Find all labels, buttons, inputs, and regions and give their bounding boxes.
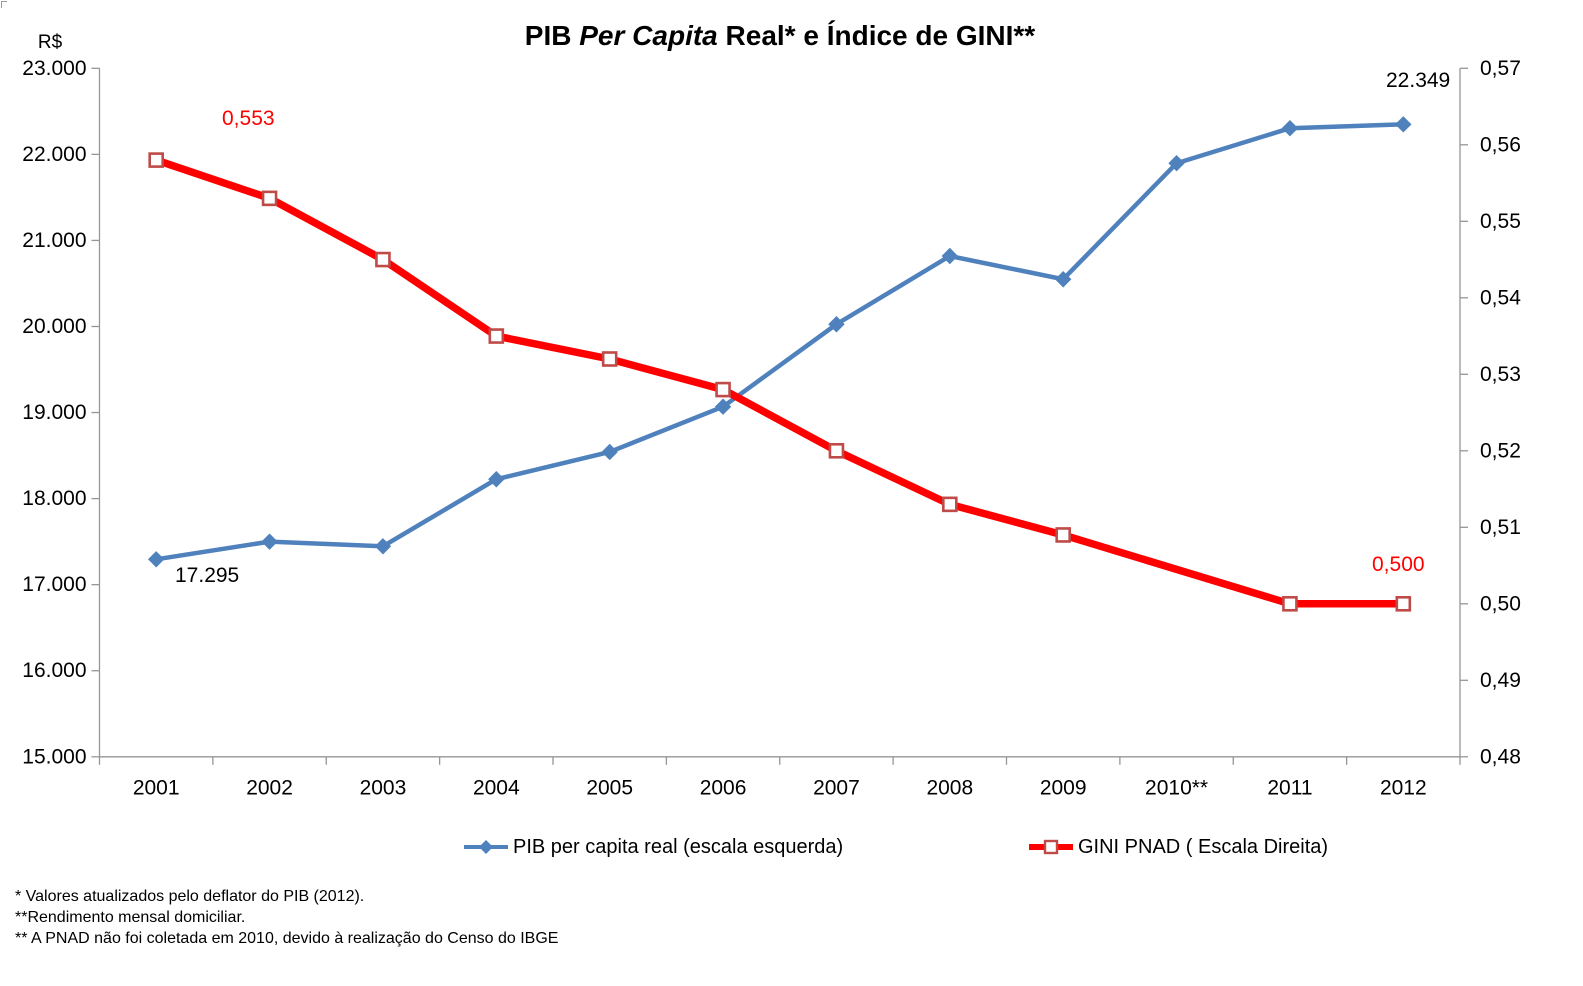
gini-marker-2002 [261, 190, 278, 207]
x-axis-label: 2006 [700, 776, 747, 799]
left-axis-tick-label: 17.000 [22, 573, 86, 596]
legend-item-pib: PIB per capita real (escala esquerda) [463, 833, 843, 861]
chart-title-part3: Real* e Índice de GINI** [717, 20, 1036, 51]
pib-marker-2002 [261, 533, 278, 550]
gini-marker-2005 [601, 351, 618, 367]
gini-series-marker-icon [1029, 839, 1073, 855]
x-axis-label: 2008 [926, 776, 973, 799]
left-axis-unit-label: R$ [37, 32, 63, 53]
pib-marker-2008 [941, 247, 959, 265]
data-label-pib-2012: 22.349 [1386, 69, 1451, 92]
gini-line [154, 156, 1404, 608]
data-label-gini-2012: 0,500 [1372, 553, 1425, 576]
right-axis-tick-label: 0,50 [1480, 592, 1521, 615]
gini-marker-2008 [942, 496, 958, 513]
pib-series-marker-icon [464, 840, 508, 854]
pib-marker-2005 [601, 443, 618, 461]
pib-marker-2007 [828, 316, 845, 333]
data-label-gini-2002: 0,553 [222, 107, 275, 130]
pib-marker-2001 [147, 551, 165, 568]
pib-marker-2011 [1281, 119, 1299, 137]
footnote-1: * Valores atualizados pelo deflator do P… [15, 888, 365, 905]
footnotes: * Valores atualizados pelo deflator do P… [15, 886, 558, 949]
right-axis-tick-label: 0,51 [1480, 516, 1521, 539]
x-axis-label: 2011 [1267, 776, 1312, 799]
footnote-3: ** A PNAD não foi coletada em 2010, devi… [15, 930, 559, 947]
right-axis-tick-label: 0,53 [1480, 363, 1521, 386]
right-axis-tick-label: 0,55 [1480, 210, 1521, 233]
x-axis-label: 2002 [246, 776, 293, 799]
right-axis-tick-label: 0,54 [1480, 286, 1521, 309]
data-label-pib-2001: 17.295 [175, 564, 240, 587]
left-axis-tick-label: 16.000 [22, 659, 86, 682]
gini-marker-2009 [1055, 527, 1071, 543]
x-axis-label: 2012 [1380, 776, 1427, 799]
right-axis-tick-label: 0,57 [1480, 57, 1521, 80]
left-axis-tick-label: 23.000 [22, 57, 86, 80]
gini-marker-2007 [828, 442, 845, 459]
left-axis-tick-label: 22.000 [22, 143, 86, 166]
gini-marker-2001 [148, 152, 164, 168]
gini-marker-2003 [375, 251, 391, 268]
gini-marker-2004 [488, 328, 505, 344]
left-axis-tick-label: 18.000 [22, 487, 86, 510]
right-axis-tick-label: 0,49 [1480, 669, 1521, 692]
gini-marker-2006 [715, 381, 731, 398]
left-axis-tick-label: 19.000 [22, 401, 86, 424]
footnote-2: **Rendimento mensal domiciliar. [15, 909, 246, 926]
x-axis-label: 2007 [813, 776, 860, 799]
legend-label-gini: GINI PNAD ( Escala Direita) [1078, 835, 1329, 858]
pib-line [155, 122, 1404, 562]
left-axis-tick-label: 15.000 [22, 745, 86, 768]
legend-item-gini: GINI PNAD ( Escala Direita) [1028, 833, 1328, 861]
chart-title-part1: PIB [524, 20, 580, 51]
chart-title-italic: Per Capita [579, 20, 718, 51]
pib-marker-2010** [1168, 155, 1185, 172]
legend-label-pib: PIB per capita real (escala esquerda) [513, 835, 844, 858]
right-axis-tick-label: 0,48 [1480, 745, 1521, 768]
left-axis-tick-label: 21.000 [22, 229, 86, 252]
gini-marker-2012 [1395, 595, 1412, 612]
right-axis-tick-label: 0,56 [1480, 133, 1521, 156]
right-axis-tick-label: 0,52 [1480, 439, 1521, 462]
legend: PIB per capita real (escala esquerda) GI… [0, 833, 1583, 863]
x-axis-label: 2003 [360, 776, 407, 799]
x-axis-label: 2004 [473, 776, 520, 799]
x-axis-label: 2001 [133, 776, 180, 799]
pib-marker-2003 [374, 538, 392, 555]
pib-marker-2004 [488, 471, 505, 488]
pib-marker-2009 [1054, 271, 1072, 288]
x-axis-label: 2009 [1040, 776, 1087, 799]
pib-marker-2006 [714, 398, 732, 415]
gini-marker-2011 [1282, 595, 1298, 612]
pib-marker-2012 [1395, 116, 1412, 133]
x-axis-label: 2005 [586, 776, 633, 799]
chart-title: PIB Per Capita Real* e Índice de GINI** [100, 20, 1460, 52]
x-axis-label: 2010** [1145, 776, 1208, 799]
corner-artifact [1, 1, 7, 8]
left-axis-tick-label: 20.000 [22, 315, 86, 338]
